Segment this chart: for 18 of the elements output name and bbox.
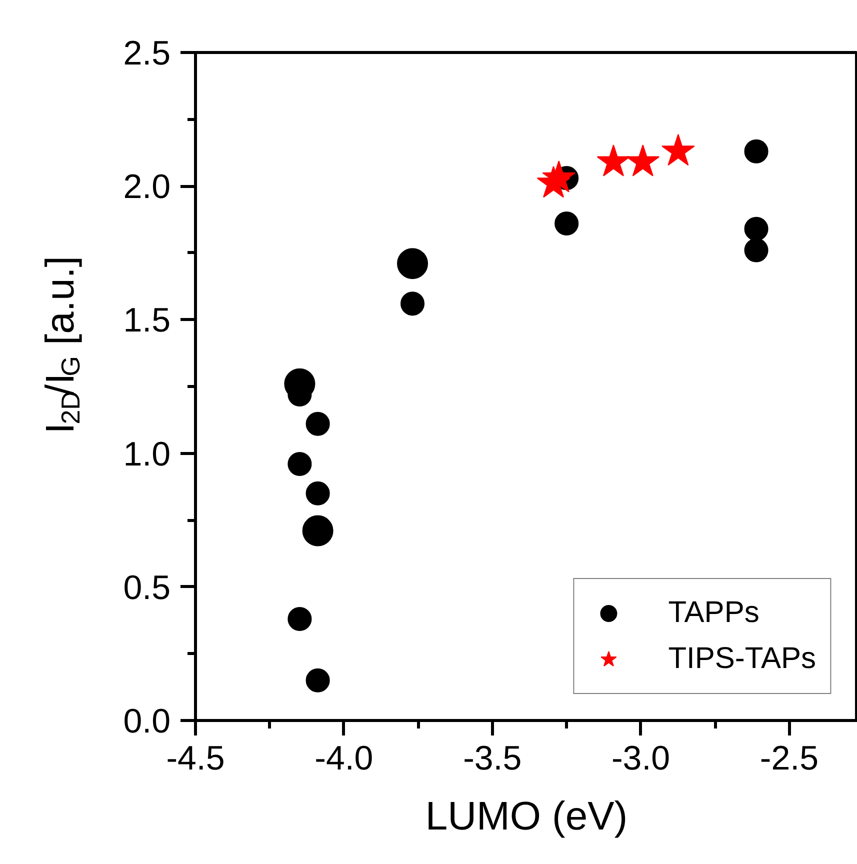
y-tick-label: 0.5 xyxy=(123,568,170,607)
legend-label: TIPS-TAPs xyxy=(668,642,816,676)
x-tick-label: -3.5 xyxy=(463,740,522,778)
legend-label: TAPPs xyxy=(668,596,760,630)
point xyxy=(662,134,695,166)
x-tick-label: -4.0 xyxy=(314,740,374,778)
point xyxy=(596,144,630,176)
y-tick-label: 1.0 xyxy=(123,435,170,474)
x-tick-label: -4.5 xyxy=(166,740,225,778)
x-tick-label: -2.5 xyxy=(760,740,819,778)
point xyxy=(542,160,576,192)
point xyxy=(626,144,660,176)
x-axis-title: LUMO (eV) xyxy=(425,794,628,838)
x-tick-label: -3.0 xyxy=(612,740,670,778)
y-tick-label: 1.5 xyxy=(123,302,170,340)
y-tick-label: 0.0 xyxy=(123,702,170,740)
y-tick-label: 2.0 xyxy=(123,168,170,206)
y-tick-label: 2.5 xyxy=(123,34,170,72)
